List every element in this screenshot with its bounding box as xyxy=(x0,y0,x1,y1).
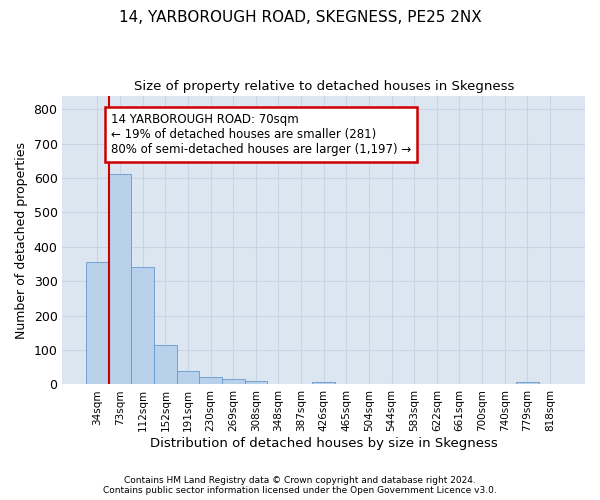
Y-axis label: Number of detached properties: Number of detached properties xyxy=(15,142,28,338)
Bar xyxy=(199,377,222,384)
Text: 14 YARBOROUGH ROAD: 70sqm
← 19% of detached houses are smaller (281)
80% of semi: 14 YARBOROUGH ROAD: 70sqm ← 19% of detac… xyxy=(111,113,412,156)
Bar xyxy=(86,262,109,384)
Bar xyxy=(516,382,539,384)
Bar xyxy=(131,267,154,384)
Bar xyxy=(109,174,131,384)
Bar xyxy=(154,345,176,385)
Text: 14, YARBOROUGH ROAD, SKEGNESS, PE25 2NX: 14, YARBOROUGH ROAD, SKEGNESS, PE25 2NX xyxy=(119,10,481,25)
Title: Size of property relative to detached houses in Skegness: Size of property relative to detached ho… xyxy=(134,80,514,93)
Bar xyxy=(313,382,335,384)
X-axis label: Distribution of detached houses by size in Skegness: Distribution of detached houses by size … xyxy=(150,437,497,450)
Text: Contains HM Land Registry data © Crown copyright and database right 2024.
Contai: Contains HM Land Registry data © Crown c… xyxy=(103,476,497,495)
Bar xyxy=(176,370,199,384)
Bar xyxy=(245,381,267,384)
Bar xyxy=(222,380,245,384)
